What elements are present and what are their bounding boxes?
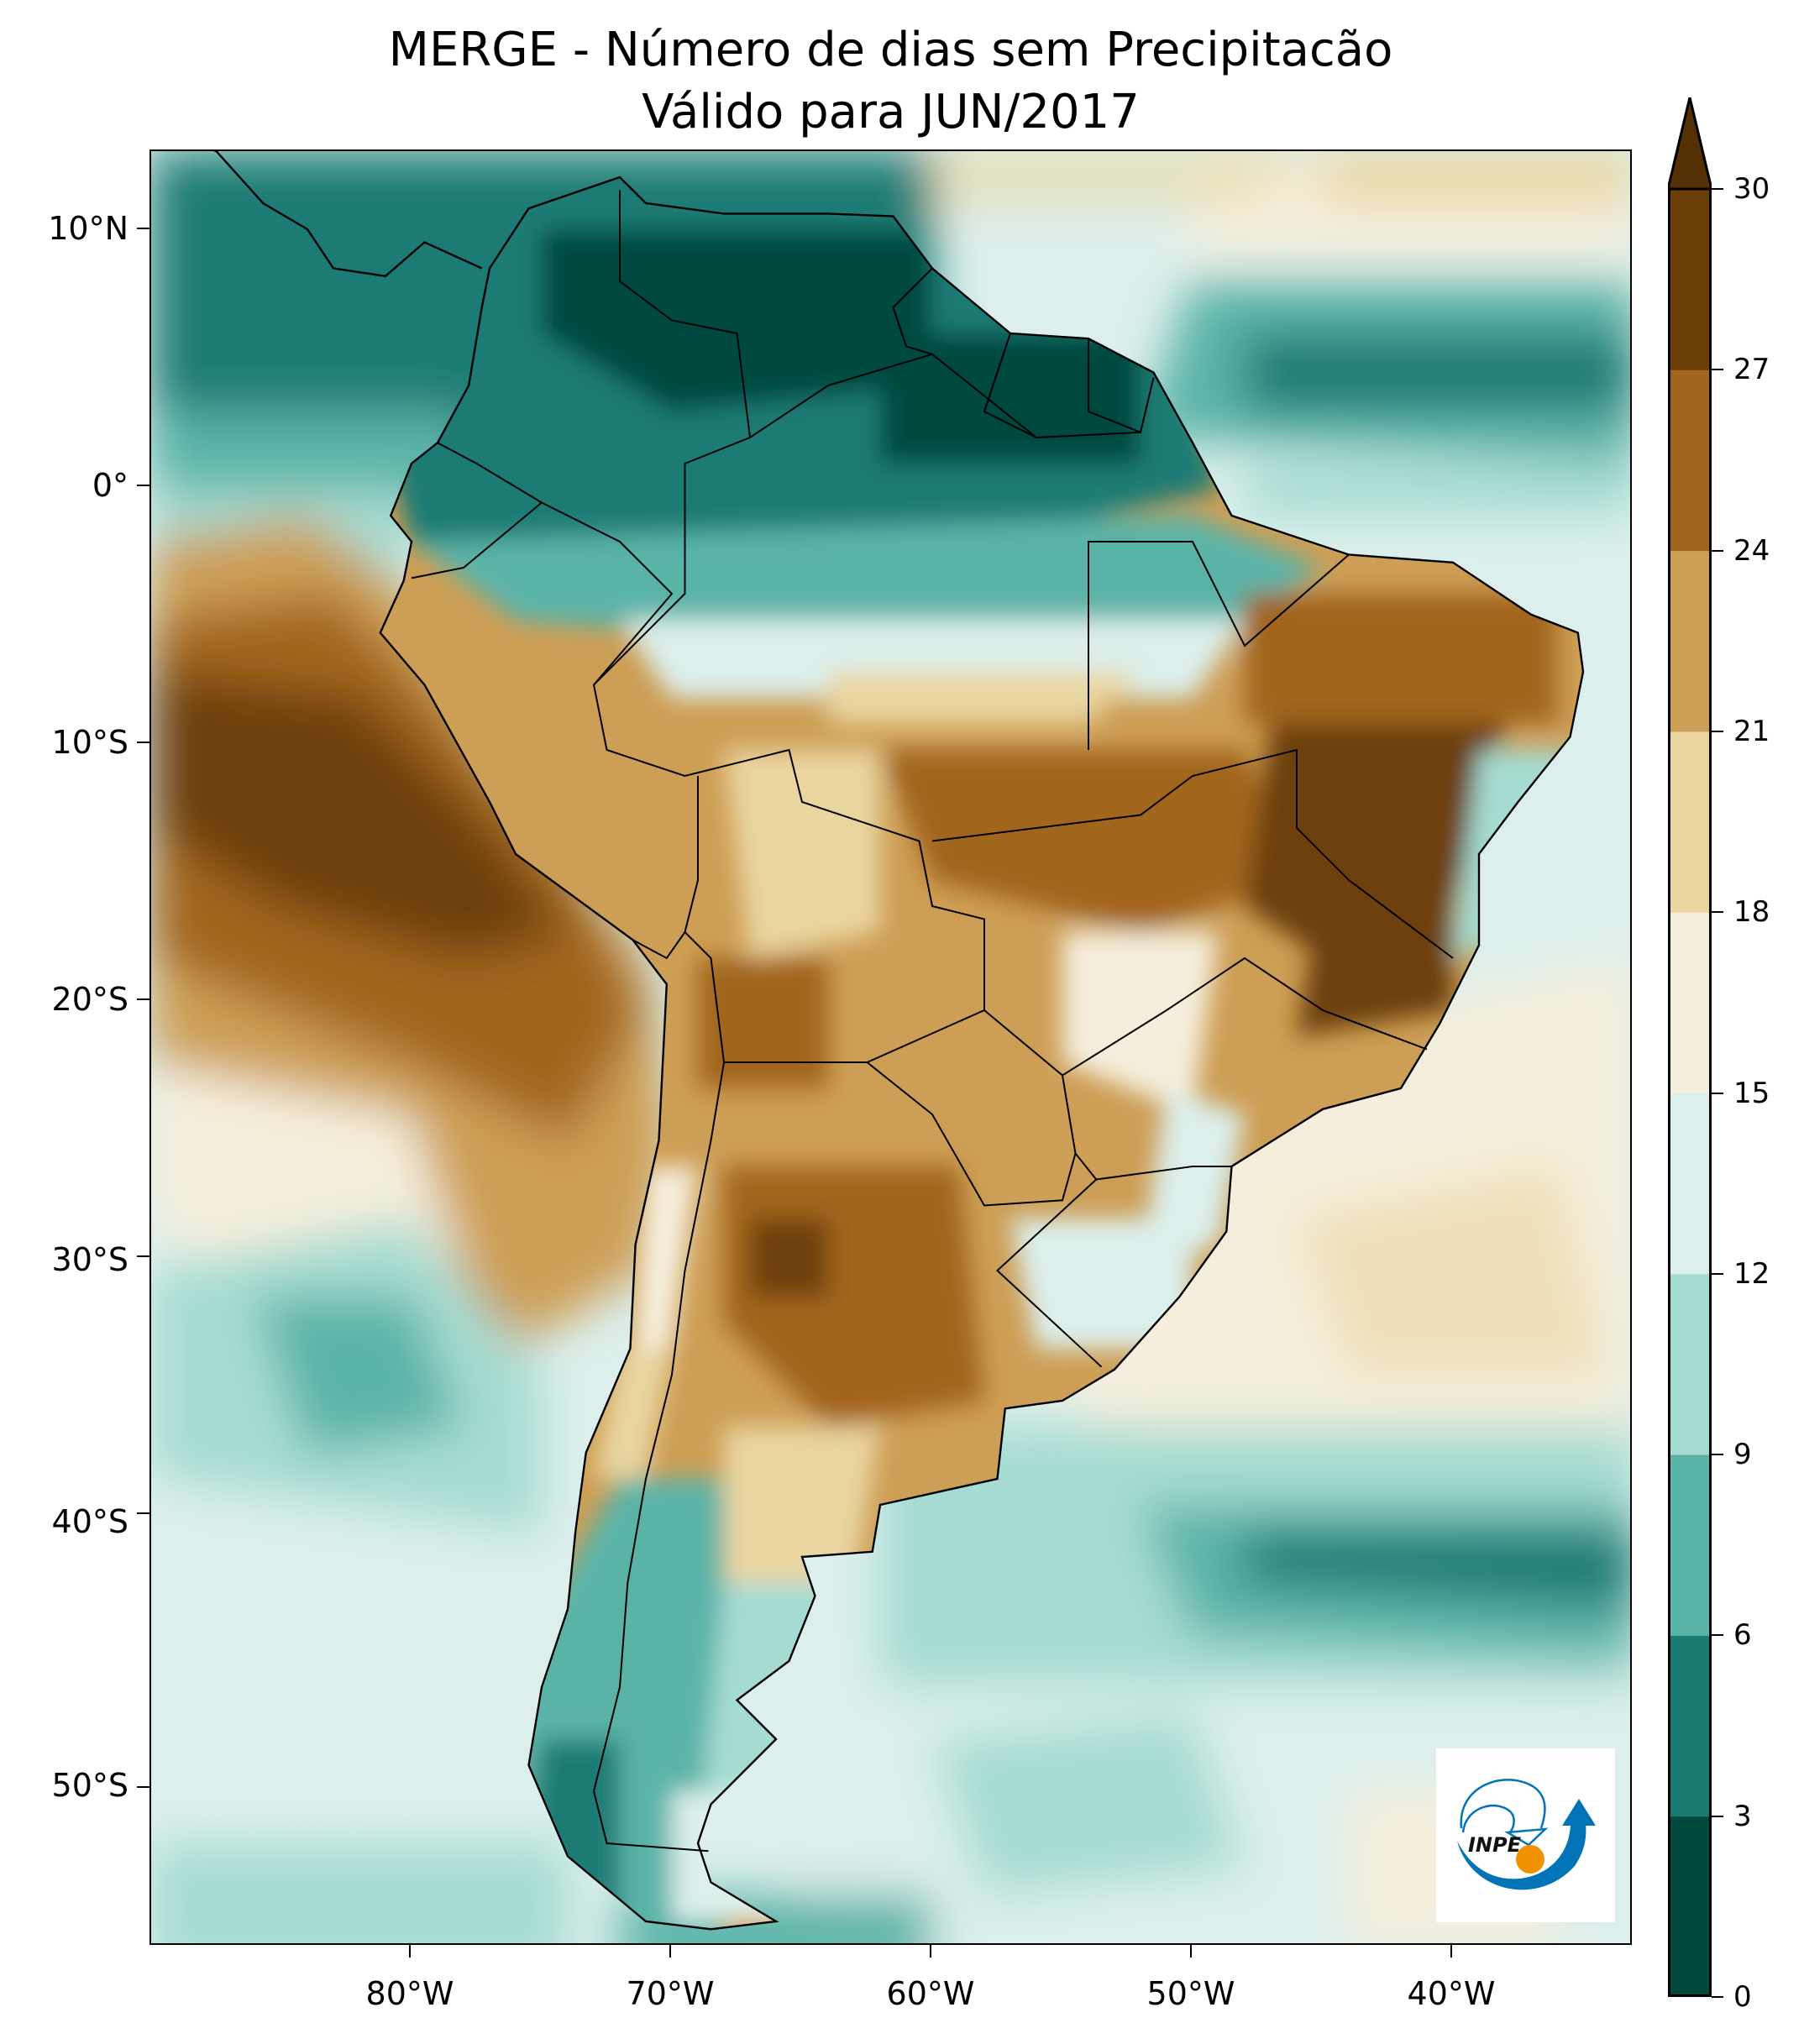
map-title-line2: Válido para JUN/2017 bbox=[642, 85, 1140, 139]
inpe-logo: INPE bbox=[1436, 1748, 1615, 1922]
coastline bbox=[380, 177, 1583, 1929]
lon-tick bbox=[409, 1945, 411, 1958]
colorbar-tick bbox=[1712, 1996, 1723, 1998]
colorbar-segment bbox=[1668, 1816, 1712, 1997]
colorbar-tick bbox=[1712, 369, 1723, 371]
colorbar-tick bbox=[1712, 730, 1723, 732]
lat-tick bbox=[137, 1786, 149, 1788]
colorbar-tick-label: 9 bbox=[1733, 1438, 1752, 1472]
colorbar bbox=[1668, 97, 1712, 1997]
lat-label: 40°S bbox=[51, 1503, 128, 1540]
lat-label: 10°S bbox=[51, 724, 128, 761]
lon-label: 50°W bbox=[1146, 1975, 1235, 2012]
colorbar-segment bbox=[1668, 731, 1712, 913]
lat-tick bbox=[137, 742, 149, 743]
colorbar-tick bbox=[1712, 549, 1723, 552]
lon-label: 80°W bbox=[365, 1975, 454, 2012]
colorbar-segment bbox=[1668, 1273, 1712, 1455]
colorbar-extend-arrow bbox=[1668, 97, 1712, 191]
lon-label: 60°W bbox=[886, 1975, 975, 2012]
inpe-logo-graphic: INPE bbox=[1457, 1779, 1596, 1890]
lat-tick bbox=[137, 1512, 149, 1514]
colorbar-tick bbox=[1712, 911, 1723, 914]
colorbar-frame bbox=[1668, 187, 1712, 1997]
lat-label: 50°S bbox=[51, 1767, 128, 1804]
lon-tick bbox=[930, 1945, 931, 1958]
colorbar-tick bbox=[1712, 1092, 1723, 1094]
lon-tick bbox=[1450, 1945, 1452, 1958]
map-plot-area bbox=[149, 149, 1632, 1945]
colorbar-tick-label: 0 bbox=[1733, 1980, 1752, 2014]
lat-label: 30°S bbox=[51, 1241, 128, 1278]
lon-label: 40°W bbox=[1407, 1975, 1496, 2012]
colorbar-tick-label: 24 bbox=[1733, 533, 1770, 568]
lat-label: 0° bbox=[92, 467, 128, 504]
lat-tick bbox=[137, 998, 149, 1000]
colorbar-segment bbox=[1668, 369, 1712, 552]
colorbar-tick bbox=[1712, 1454, 1723, 1456]
country-borders bbox=[412, 191, 1453, 1852]
lat-label: 20°S bbox=[51, 981, 128, 1018]
lat-tick bbox=[137, 228, 149, 229]
colorbar-tick-label: 12 bbox=[1733, 1256, 1770, 1291]
map-title-line1: MERGE - Número de dias sem Precipitacão bbox=[388, 23, 1393, 77]
colorbar-tick-label: 30 bbox=[1733, 172, 1770, 206]
precipitation-map bbox=[151, 151, 1630, 1943]
lat-tick bbox=[137, 1255, 149, 1257]
colorbar-tick bbox=[1712, 1272, 1723, 1275]
colorbar-tick bbox=[1712, 1815, 1723, 1817]
lon-label: 70°W bbox=[626, 1975, 715, 2012]
central-america-coastline bbox=[151, 151, 482, 276]
colorbar-segment bbox=[1668, 189, 1712, 370]
colorbar-tick-label: 3 bbox=[1733, 1799, 1752, 1833]
lat-tick bbox=[137, 485, 149, 486]
lon-tick bbox=[1190, 1945, 1192, 1958]
colorbar-tick-label: 6 bbox=[1733, 1618, 1752, 1653]
colorbar-tick-label: 27 bbox=[1733, 353, 1770, 387]
inpe-logo-text: INPE bbox=[1468, 1833, 1522, 1857]
colorbar-tick bbox=[1712, 188, 1723, 190]
colorbar-segment bbox=[1668, 1635, 1712, 1817]
colorbar-tick bbox=[1712, 1634, 1723, 1637]
ocean-field bbox=[151, 151, 1630, 1943]
colorbar-segment bbox=[1668, 912, 1712, 1093]
colorbar-segment bbox=[1668, 550, 1712, 732]
colorbar-tick-label: 21 bbox=[1733, 714, 1770, 748]
colorbar-segment bbox=[1668, 1093, 1712, 1275]
colorbar-tick-label: 15 bbox=[1733, 1076, 1770, 1110]
lat-label: 10°N bbox=[48, 210, 128, 247]
colorbar-tick-label: 18 bbox=[1733, 895, 1770, 930]
lon-tick bbox=[669, 1945, 671, 1958]
colorbar-segment bbox=[1668, 1454, 1712, 1636]
